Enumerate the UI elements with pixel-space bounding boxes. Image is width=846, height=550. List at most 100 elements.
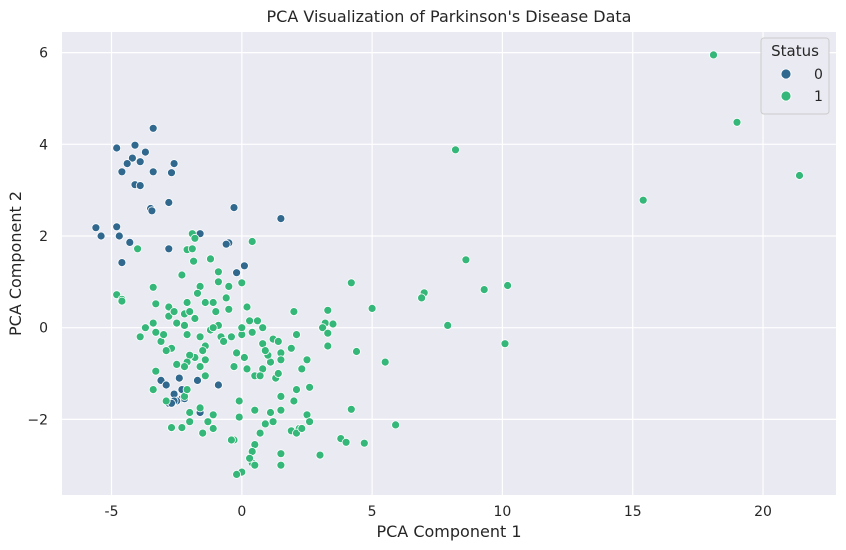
data-point-status-1 xyxy=(359,438,369,448)
legend-label-0: 0 xyxy=(814,67,823,83)
data-point-status-1 xyxy=(795,171,804,180)
data-point-status-0 xyxy=(112,222,122,232)
data-point-status-1 xyxy=(503,281,513,290)
data-point-status-0 xyxy=(148,167,158,177)
data-point-status-1 xyxy=(224,304,234,314)
data-point-status-1 xyxy=(234,412,244,422)
data-point-status-1 xyxy=(195,403,205,413)
data-point-status-1 xyxy=(443,320,453,330)
data-point-status-1 xyxy=(148,318,158,328)
data-point-status-1 xyxy=(190,314,200,323)
data-point-status-1 xyxy=(323,328,333,338)
data-point-status-1 xyxy=(276,460,286,470)
data-point-status-1 xyxy=(328,319,338,329)
data-point-status-0 xyxy=(174,373,184,383)
data-point-status-1 xyxy=(206,254,215,264)
data-point-status-1 xyxy=(237,278,247,288)
data-point-status-1 xyxy=(135,332,145,342)
data-point-status-0 xyxy=(147,206,157,216)
data-point-status-1 xyxy=(315,450,325,460)
y-axis-label: PCA Component 2 xyxy=(6,191,25,336)
data-point-status-1 xyxy=(219,336,229,346)
data-point-status-1 xyxy=(297,424,307,433)
data-point-status-1 xyxy=(239,353,249,362)
data-point-status-1 xyxy=(297,364,307,374)
data-point-status-1 xyxy=(250,405,260,415)
data-point-status-1 xyxy=(203,417,213,427)
data-point-status-0 xyxy=(122,159,132,169)
data-point-status-1 xyxy=(172,359,182,369)
y-tick-label: 6 xyxy=(39,46,48,62)
data-point-status-1 xyxy=(213,267,223,277)
data-point-status-1 xyxy=(193,288,202,298)
data-point-status-0 xyxy=(96,231,106,241)
data-point-status-1 xyxy=(245,453,255,463)
data-point-status-0 xyxy=(229,203,239,213)
data-point-status-1 xyxy=(200,355,210,365)
data-point-status-1 xyxy=(185,307,195,317)
data-point-status-1 xyxy=(140,323,150,333)
data-point-status-1 xyxy=(391,420,401,430)
data-point-status-1 xyxy=(242,302,252,312)
data-point-status-1 xyxy=(289,396,299,406)
data-point-status-1 xyxy=(479,285,489,295)
data-point-status-0 xyxy=(276,214,286,224)
data-point-status-1 xyxy=(500,339,510,349)
data-point-status-1 xyxy=(237,323,247,333)
data-point-status-1 xyxy=(208,298,218,307)
data-point-status-1 xyxy=(232,469,242,479)
data-point-status-0 xyxy=(164,244,174,254)
data-point-status-0 xyxy=(213,380,223,390)
data-point-status-0 xyxy=(164,198,174,207)
data-point-status-1 xyxy=(346,404,356,414)
data-point-status-0 xyxy=(117,258,127,268)
data-point-status-1 xyxy=(148,282,158,292)
data-point-status-1 xyxy=(177,270,187,280)
data-point-status-0 xyxy=(117,167,127,177)
data-point-status-1 xyxy=(245,316,255,326)
data-point-status-1 xyxy=(151,327,161,337)
data-point-status-1 xyxy=(208,323,218,333)
data-point-status-1 xyxy=(151,299,161,309)
data-point-status-1 xyxy=(255,371,265,381)
data-point-status-1 xyxy=(286,343,296,353)
data-point-status-1 xyxy=(190,233,200,243)
data-point-status-0 xyxy=(161,380,171,390)
data-point-status-0 xyxy=(127,153,137,163)
data-point-status-1 xyxy=(224,281,234,291)
data-point-status-1 xyxy=(292,330,301,340)
data-point-status-0 xyxy=(167,168,176,178)
data-points xyxy=(91,50,804,479)
data-point-status-0 xyxy=(140,147,150,157)
data-point-status-1 xyxy=(341,437,351,447)
data-point-status-1 xyxy=(117,296,127,306)
data-point-status-1 xyxy=(250,460,260,470)
data-point-status-1 xyxy=(198,346,208,356)
data-point-status-0 xyxy=(148,123,158,133)
data-point-status-1 xyxy=(253,316,262,326)
data-point-status-1 xyxy=(195,362,205,372)
x-tick-label: 10 xyxy=(494,504,512,520)
data-point-status-1 xyxy=(367,303,377,313)
data-point-status-1 xyxy=(346,278,356,288)
y-tick-label: 0 xyxy=(39,321,48,337)
data-point-status-1 xyxy=(169,307,179,317)
y-tick-label: 2 xyxy=(39,229,48,245)
data-point-status-1 xyxy=(229,362,239,372)
data-point-status-1 xyxy=(255,428,265,438)
data-point-status-0 xyxy=(91,223,101,233)
data-point-status-1 xyxy=(247,327,257,337)
data-point-status-1 xyxy=(213,277,223,287)
data-point-status-1 xyxy=(211,307,221,317)
data-point-status-1 xyxy=(200,298,210,307)
data-point-status-1 xyxy=(182,330,192,340)
data-point-status-1 xyxy=(276,391,286,401)
data-point-status-1 xyxy=(234,396,244,406)
data-point-status-0 xyxy=(114,231,124,241)
data-point-status-1 xyxy=(151,366,161,376)
legend-marker-1 xyxy=(780,90,792,102)
data-point-status-1 xyxy=(200,371,210,381)
data-point-status-1 xyxy=(180,362,189,372)
data-point-status-1 xyxy=(292,385,301,395)
data-point-status-1 xyxy=(247,237,257,246)
